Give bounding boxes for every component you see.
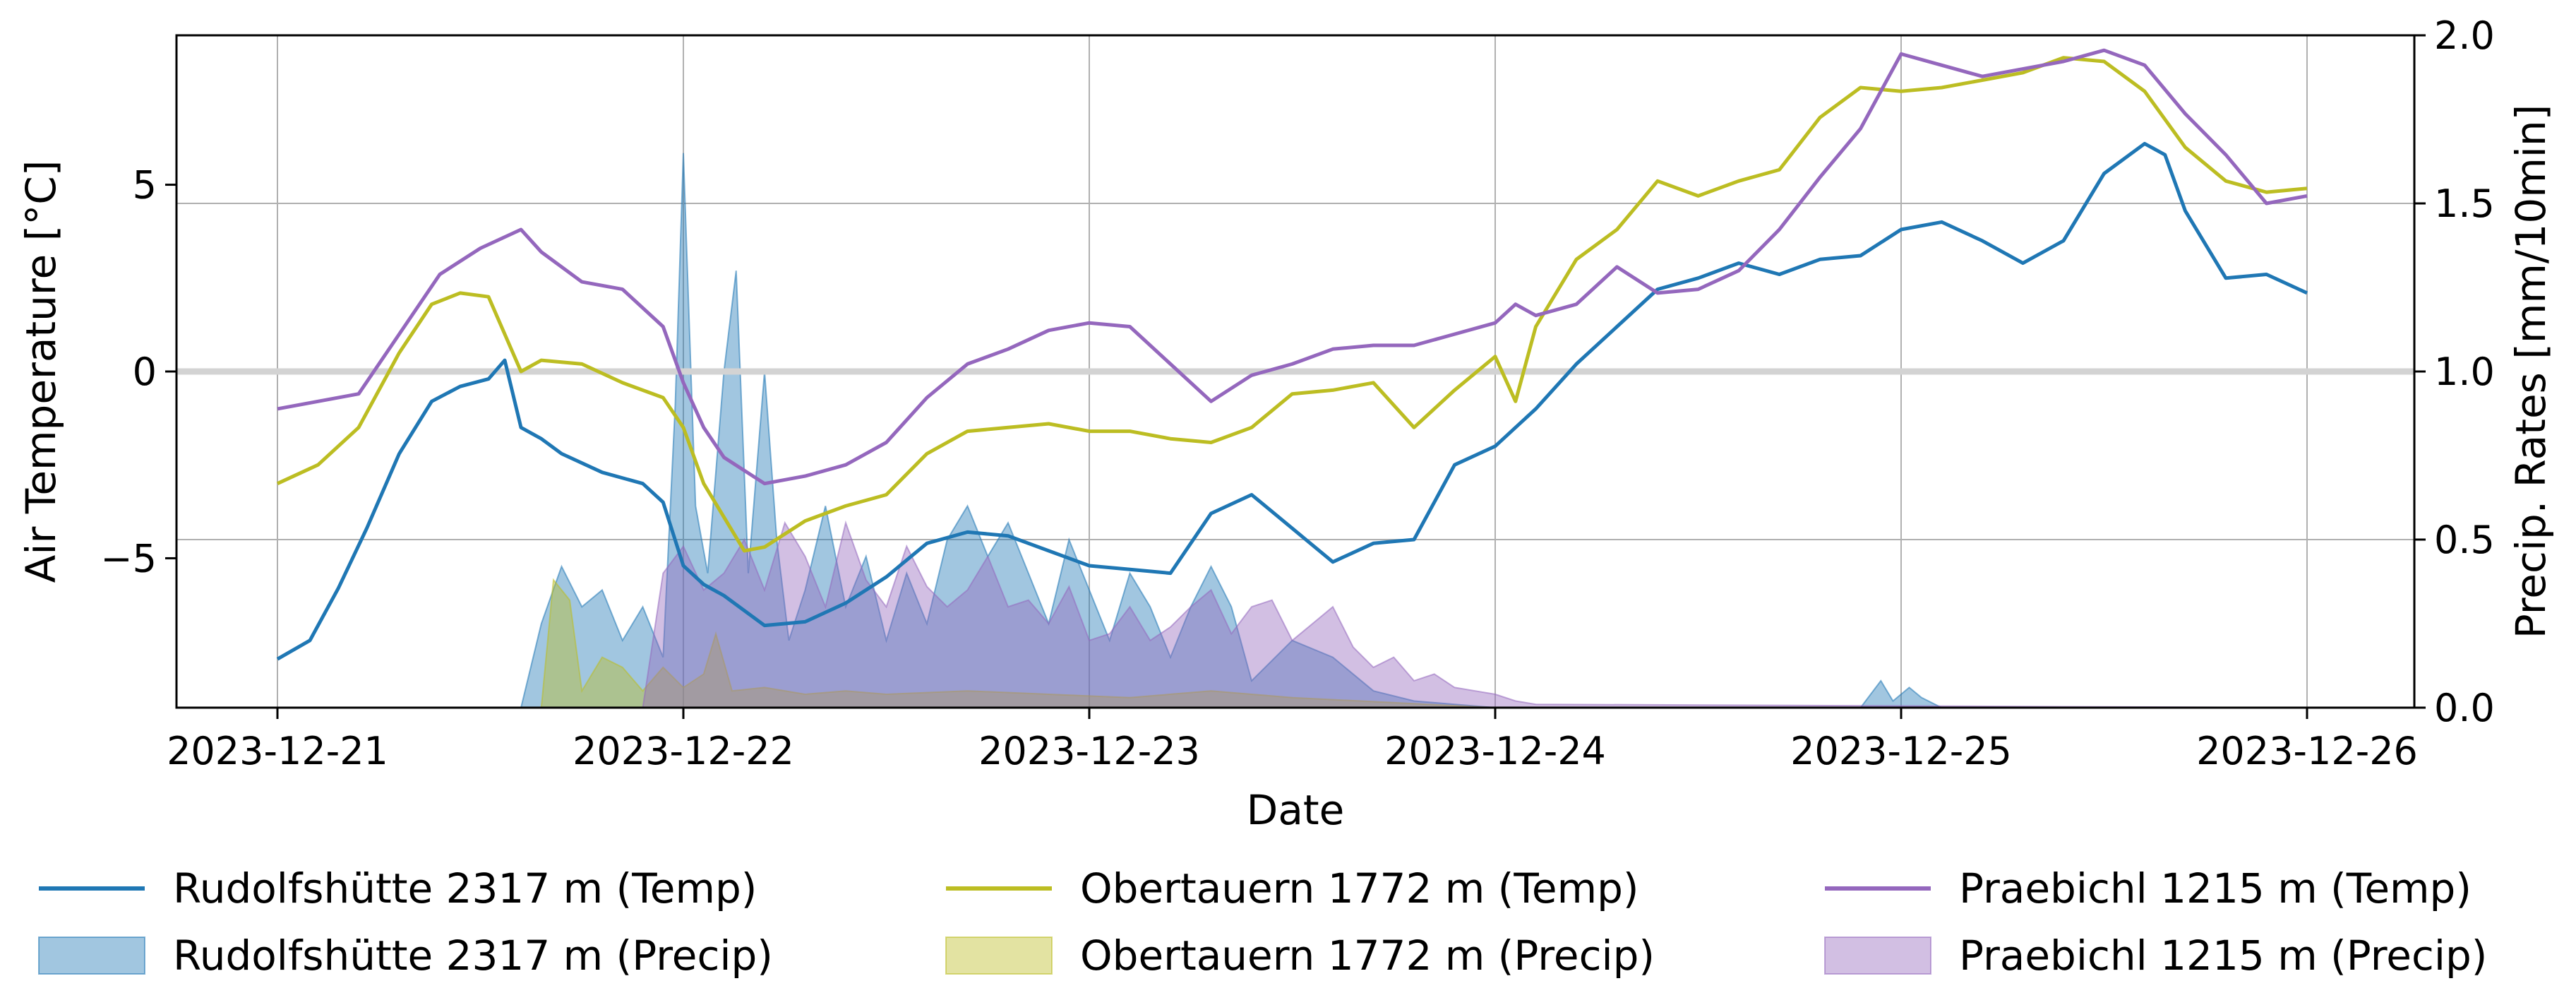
x-axis-title: Date bbox=[1247, 786, 1345, 834]
precip-area-obertauern-1772-m-precip bbox=[277, 578, 2307, 708]
y2-tick-label: 2.0 bbox=[2434, 13, 2495, 58]
x-tick-label: 2023-12-22 bbox=[573, 729, 794, 773]
y2-axis-title: Precip. Rates [mm/10min] bbox=[2507, 105, 2555, 639]
legend-item-praebichl-precip: Praebichl 1215 m (Precip) bbox=[1824, 932, 2487, 980]
temp-line-obertauern-1772-m-temp bbox=[276, 56, 2308, 553]
x-tick-label: 2023-12-25 bbox=[1790, 729, 2012, 773]
x-tick-label: 2023-12-23 bbox=[978, 729, 1200, 773]
x-tick-label: 2023-12-24 bbox=[1384, 729, 1606, 773]
y2-tick-label: 0.5 bbox=[2434, 518, 2495, 562]
legend: Rudolfshütte 2317 m (Temp) Obertauern 17… bbox=[38, 864, 2487, 980]
legend-swatch-rudolfshuette-precip bbox=[38, 936, 145, 975]
temp-line-praebichl-1215-m-temp bbox=[277, 48, 2308, 486]
temp-layer bbox=[276, 48, 2308, 661]
legend-item-praebichl-temp: Praebichl 1215 m (Temp) bbox=[1825, 864, 2472, 912]
y-tick-label: −5 bbox=[100, 536, 157, 581]
legend-item-obertauern-temp: Obertauern 1772 m (Temp) bbox=[946, 864, 1639, 912]
legend-label-rudolfshuette-temp: Rudolfshütte 2317 m (Temp) bbox=[173, 864, 757, 912]
y2-tick-label: 0.0 bbox=[2434, 686, 2495, 730]
precip-area-rudolfsh-tte-2317-m-precip bbox=[277, 153, 2307, 708]
ticks-layer: 2023-12-21 2023-12-22 2023-12-23 2023-12-24… bbox=[100, 13, 2495, 773]
y-axis-title: Air Temperature [°C] bbox=[17, 160, 65, 583]
y2-tick-label: 1.5 bbox=[2434, 182, 2495, 226]
legend-label-obertauern-temp: Obertauern 1772 m (Temp) bbox=[1080, 864, 1639, 912]
legend-item-rudolfshuette-temp: Rudolfshütte 2317 m (Temp) bbox=[39, 864, 757, 912]
legend-swatch-praebichl-precip bbox=[1824, 936, 1931, 975]
legend-item-obertauern-precip: Obertauern 1772 m (Precip) bbox=[945, 932, 1655, 980]
temp-line-rudolfsh-tte-2317-m-temp bbox=[276, 141, 2308, 661]
legend-label-obertauern-precip: Obertauern 1772 m (Precip) bbox=[1080, 932, 1655, 980]
precip-area-praebichl-1215-m-precip bbox=[277, 520, 2308, 708]
legend-label-praebichl-precip: Praebichl 1215 m (Precip) bbox=[1959, 932, 2487, 980]
x-tick-label: 2023-12-21 bbox=[167, 729, 388, 773]
x-tick-label: 2023-12-26 bbox=[2196, 729, 2418, 773]
legend-swatch-obertauern-precip bbox=[945, 936, 1053, 975]
legend-label-praebichl-temp: Praebichl 1215 m (Temp) bbox=[1959, 864, 2472, 912]
y2-tick-label: 1.0 bbox=[2434, 350, 2495, 394]
y-tick-label: 0 bbox=[133, 350, 157, 394]
y-tick-label: 5 bbox=[133, 163, 157, 208]
legend-item-rudolfshuette-precip: Rudolfshütte 2317 m (Precip) bbox=[38, 932, 773, 980]
legend-label-rudolfshuette-precip: Rudolfshütte 2317 m (Precip) bbox=[173, 932, 773, 980]
precip-layer bbox=[277, 153, 2308, 708]
